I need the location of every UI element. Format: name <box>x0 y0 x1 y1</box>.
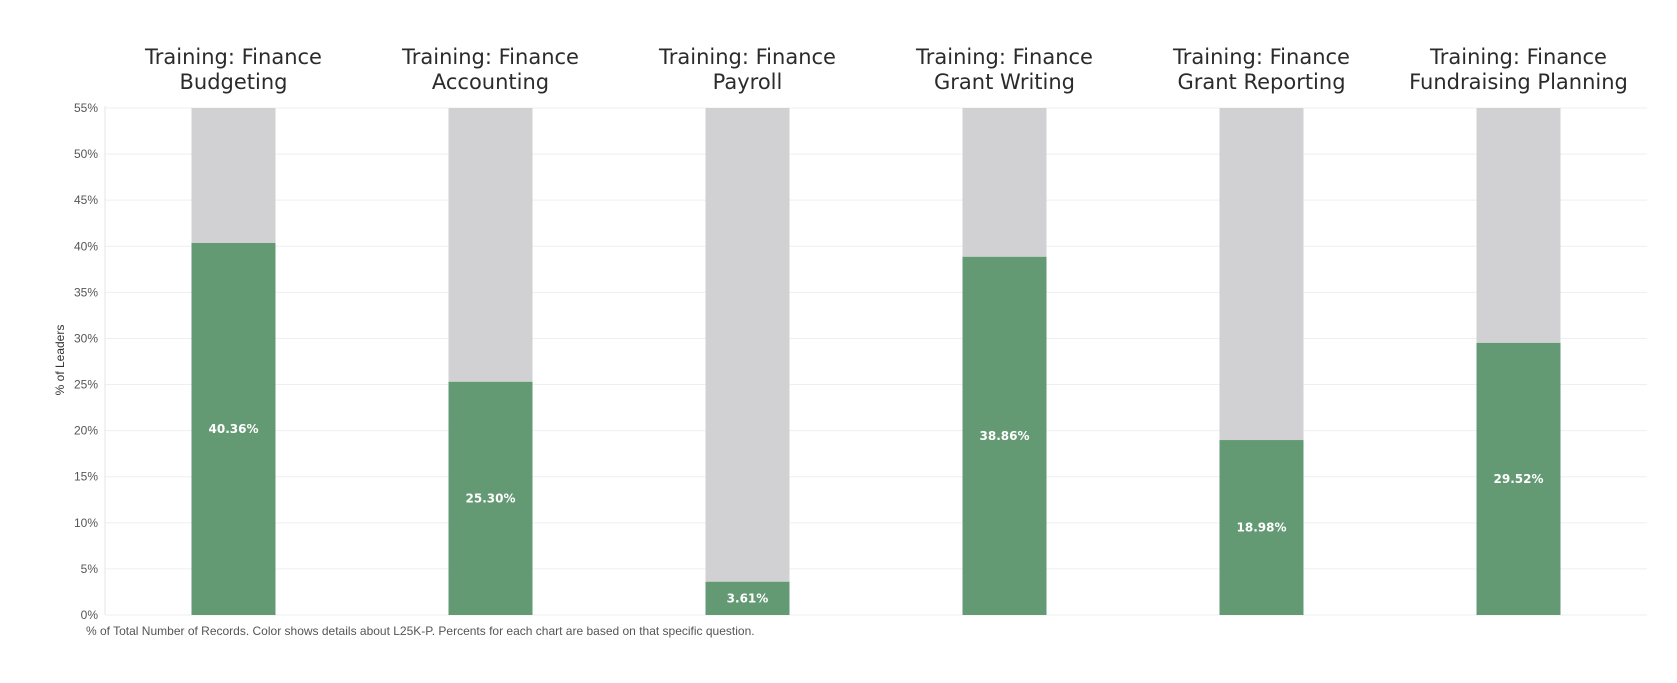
bar-remainder <box>705 108 790 582</box>
bar-remainder <box>1476 108 1561 343</box>
y-axis-ticks: 0% 5% 10% 15% 20% 25% 30% 35% 40% 45% 50% 55% <box>74 101 98 622</box>
y-tick-label: 5% <box>81 562 99 576</box>
y-tick-label: 15% <box>74 470 98 484</box>
y-tick-label: 50% <box>74 147 98 161</box>
bar-value-label: 29.52% <box>1494 472 1544 486</box>
y-axis-title: % of Leaders <box>53 325 67 396</box>
y-tick-label: 0% <box>81 608 99 622</box>
bar-remainder <box>448 108 533 382</box>
panel-title-line: Training: Finance <box>144 45 322 69</box>
bar-highlight <box>448 381 533 615</box>
bar-labels: 40.36% 25.30% 3.61% 38.86% 18.98% 29.52% <box>209 422 1544 605</box>
bar-highlight <box>191 242 276 616</box>
y-tick-label: 30% <box>74 331 98 345</box>
bar-remainder <box>191 108 276 243</box>
panel-title-line: Grant Writing <box>934 70 1075 94</box>
bars <box>191 108 1561 616</box>
bar-highlight <box>1219 440 1304 615</box>
y-tick-label: 40% <box>74 239 98 253</box>
panel-title-line: Training: Finance <box>915 45 1093 69</box>
y-tick-label: 25% <box>74 378 98 392</box>
bar-remainder <box>1219 108 1304 441</box>
y-tick-label: 20% <box>74 424 98 438</box>
y-tick-label: 35% <box>74 285 98 299</box>
panel-title-line: Accounting <box>432 70 549 94</box>
bar-highlight <box>705 581 790 615</box>
panel-title-line: Fundraising Planning <box>1409 70 1628 94</box>
panel-title-line: Training: Finance <box>1172 45 1350 69</box>
panel-title-line: Training: Finance <box>1429 45 1607 69</box>
panel-title-line: Budgeting <box>179 70 287 94</box>
bar-value-label: 38.86% <box>980 429 1030 443</box>
panel-title-line: Training: Finance <box>401 45 579 69</box>
y-tick-label: 55% <box>74 101 98 115</box>
bar-value-label: 3.61% <box>727 591 769 605</box>
bar-remainder <box>962 108 1047 257</box>
bar-value-label: 25.30% <box>466 491 516 505</box>
bar-value-label: 18.98% <box>1237 521 1287 535</box>
y-tick-label: 10% <box>74 516 98 530</box>
gridlines <box>104 106 1647 616</box>
panel-title-line: Grant Reporting <box>1177 70 1345 94</box>
bar-value-label: 40.36% <box>209 422 259 436</box>
y-tick-label: 45% <box>74 193 98 207</box>
chart-footnote: % of Total Number of Records. Color show… <box>86 624 755 638</box>
bar-highlight <box>962 256 1047 615</box>
panel-title-line: Training: Finance <box>658 45 836 69</box>
bar-highlight <box>1476 342 1561 615</box>
panel-title-line: Payroll <box>713 70 783 94</box>
